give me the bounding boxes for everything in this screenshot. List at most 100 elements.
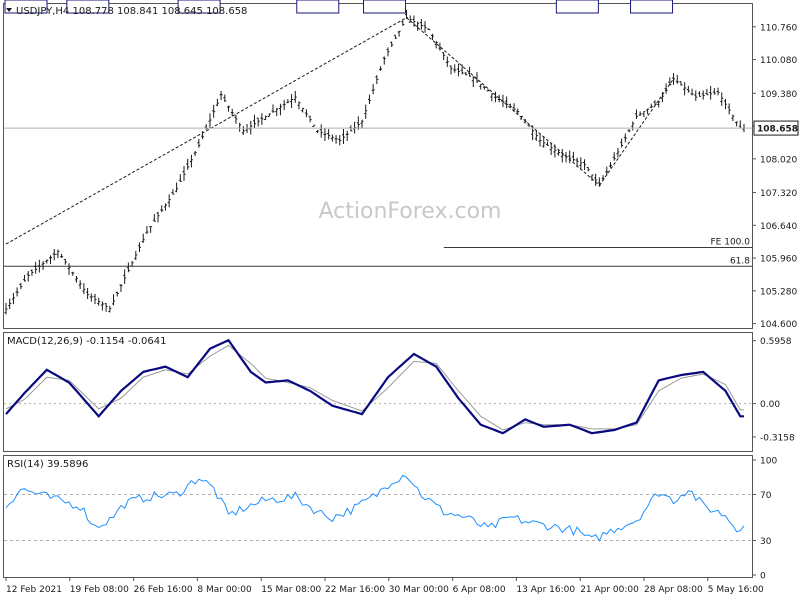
price-tick-label: 110.760 [760, 23, 797, 33]
dropdown-triangle-icon[interactable] [6, 8, 12, 12]
price-bar [26, 271, 30, 282]
price-panel-frame [3, 3, 753, 329]
price-bar [497, 94, 501, 103]
price-bar [731, 114, 735, 122]
macd-plot [4, 338, 752, 435]
price-bar [97, 297, 101, 306]
price-bar [542, 136, 546, 148]
price-bar [215, 98, 219, 107]
price-bar [675, 74, 679, 84]
x-tick-label: 30 Mar 00:00 [389, 585, 449, 595]
price-label-box: 107.470 [555, 0, 599, 14]
price-bar [34, 261, 38, 274]
price-bar [341, 128, 345, 144]
price-bar [304, 109, 308, 118]
price-bar [668, 77, 672, 86]
price-bar [345, 130, 349, 141]
price-bar [167, 194, 171, 208]
price-bar [163, 203, 167, 211]
price-bar [260, 113, 264, 125]
price-bar [434, 41, 438, 49]
price-bar [45, 259, 49, 264]
price-bar [327, 129, 331, 140]
price-bar [301, 107, 305, 113]
price-bar [290, 94, 294, 108]
x-tick-label: 12 Feb 2021 [6, 585, 62, 595]
price-bar [112, 294, 116, 306]
price-tick-label: 104.600 [760, 320, 797, 330]
macd-tick-label: 0.5958 [760, 337, 792, 347]
price-bar [37, 259, 41, 273]
price-bar [160, 205, 164, 213]
price-bar [89, 293, 93, 302]
price-bar [71, 271, 75, 276]
price-bar [716, 87, 720, 96]
macd-tick-label: 0.00 [760, 400, 780, 410]
price-bar [471, 76, 475, 88]
price-bar [175, 182, 179, 193]
price-bar [186, 158, 190, 170]
price-bar [119, 284, 123, 292]
price-bar [727, 103, 731, 115]
price-bar [557, 149, 561, 156]
x-tick-label: 8 Mar 00:00 [197, 585, 252, 595]
price-bar [41, 261, 45, 270]
price-bar [282, 99, 286, 111]
price-bar [104, 303, 108, 312]
price-bar [449, 65, 453, 75]
price-tick-label: 109.380 [760, 90, 797, 100]
price-bar [408, 15, 412, 23]
x-tick-label: 22 Mar 16:00 [325, 585, 385, 595]
price-bar [178, 174, 182, 182]
rsi-line [5, 474, 745, 542]
x-axis: 12 Feb 2021 19 Feb 08:00 26 Feb 16:00 8 Mar… [5, 577, 764, 595]
price-bar [379, 66, 383, 71]
price-bar [638, 111, 642, 116]
price-bar [508, 103, 512, 108]
price-bar [360, 119, 364, 129]
price-bar [367, 94, 371, 104]
label-frame [363, 0, 407, 14]
price-bar [460, 64, 464, 75]
price-bar [597, 177, 601, 187]
symbol-header: USDJPY,H4 108.778 108.841 108.645 108.65… [16, 6, 247, 17]
x-tick-label: 5 May 16:00 [708, 585, 764, 595]
current-price-marker [753, 120, 799, 136]
price-bar [130, 261, 134, 267]
macd-tick-label: -0.3158 [760, 433, 795, 443]
price-bar [646, 108, 650, 115]
x-tick-label: 15 Mar 08:00 [261, 585, 321, 595]
price-bar [189, 154, 193, 168]
price-bar [427, 28, 431, 31]
price-bar [512, 103, 516, 113]
price-bar [697, 91, 701, 97]
price-bar [631, 121, 635, 131]
price-bar [620, 138, 624, 148]
price-bar [152, 214, 156, 222]
price-bar [705, 88, 709, 96]
price-bar [275, 107, 279, 117]
price-bar [115, 291, 119, 297]
price-bar [227, 105, 231, 112]
price-bar [723, 98, 727, 110]
price-bar [419, 18, 423, 30]
price-bar [453, 64, 457, 73]
price-bar [490, 93, 494, 102]
price-bar [564, 151, 568, 163]
price-bar [100, 301, 104, 311]
price-bar [405, 9, 409, 19]
price-label-box: 109.680 [630, 0, 674, 14]
price-label-text: 104.910 [68, 0, 107, 3]
price-tick-label: 105.280 [760, 287, 797, 297]
label-frame [630, 0, 674, 14]
price-bar [519, 115, 523, 120]
price-bar [375, 75, 379, 85]
price-bar [505, 96, 509, 109]
price-bar [627, 129, 631, 133]
price-bar [586, 167, 590, 172]
price-bar [560, 149, 564, 163]
price-bar [145, 226, 149, 234]
price-bar [653, 100, 657, 107]
price-bar [386, 47, 390, 57]
